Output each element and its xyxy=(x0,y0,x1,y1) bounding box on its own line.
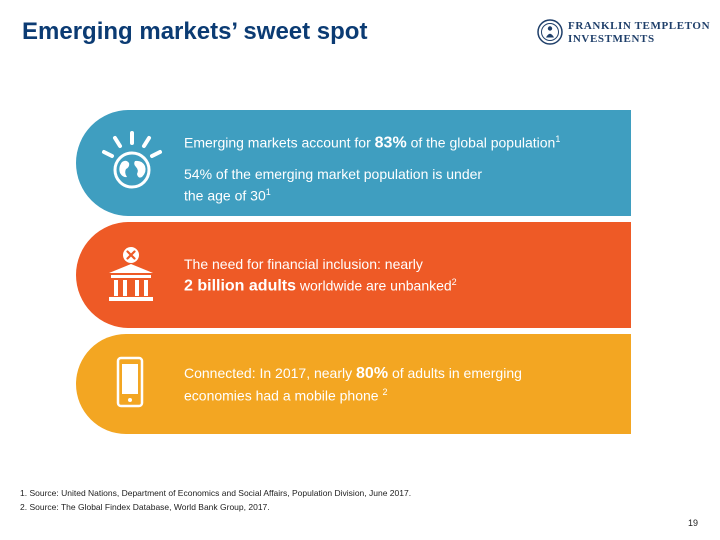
globe-icon xyxy=(102,131,162,189)
population-share-text: Emerging markets account for 83% of the … xyxy=(184,134,561,152)
footnote-1: 1. Source: United Nations, Department of… xyxy=(20,488,412,498)
population-band: Emerging markets account for 83% of the … xyxy=(76,110,631,216)
population-share-value: 83% xyxy=(374,134,407,152)
logo-line-1: FRANKLIN TEMPLETON xyxy=(568,20,711,32)
financial-inclusion-band: The need for financial inclusion: nearly… xyxy=(76,222,631,328)
seal-icon xyxy=(537,19,563,45)
footnotes: 1. Source: United Nations, Department of… xyxy=(20,486,411,514)
unbanked-value: 2 billion adults xyxy=(184,277,297,295)
age-text: 54% of the emerging market population is… xyxy=(184,166,483,204)
page-number: 19 xyxy=(687,518,698,528)
page-title: Emerging markets’ sweet spot xyxy=(22,18,368,45)
financial-inclusion-text: The need for financial inclusion: nearly… xyxy=(184,256,457,295)
franklin-templeton-logo: FRANKLIN TEMPLETON INVESTMENTS xyxy=(536,18,710,48)
footnote-2: 2. Source: The Global Findex Database, W… xyxy=(20,502,270,512)
mobile-share-value: 80% xyxy=(356,365,389,382)
mobile-phone-icon xyxy=(116,356,144,408)
bank-icon xyxy=(109,247,153,301)
mobile-connectivity-band: Connected: In 2017, nearly 80% of adults… xyxy=(76,334,631,434)
logo-line-2: INVESTMENTS xyxy=(568,33,655,45)
mobile-phone-text: Connected: In 2017, nearly 80% of adults… xyxy=(184,365,522,404)
